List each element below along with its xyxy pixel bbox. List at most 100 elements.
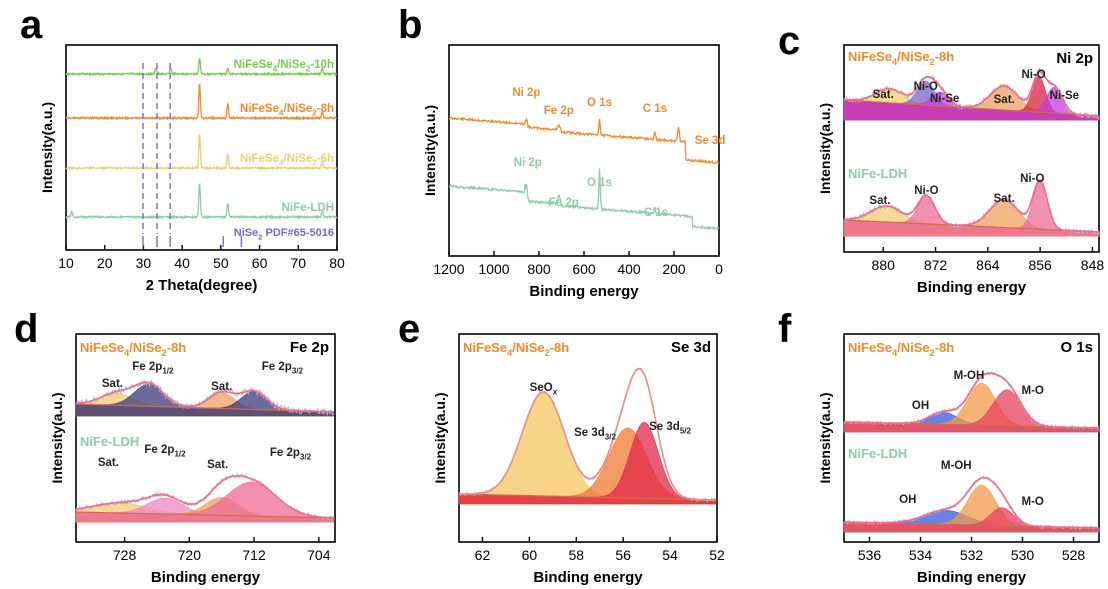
- x-tick-label: 1000: [478, 261, 509, 277]
- background-line: [76, 511, 335, 519]
- series-label: NiFeSe4/NiSe2-6h: [240, 153, 334, 167]
- component-label: SeOx: [530, 382, 558, 396]
- x-tick-label: 880: [872, 257, 896, 273]
- component-label: Ni-Se: [930, 93, 959, 105]
- component-label: M-OH: [954, 370, 985, 382]
- y-axis-label: Intensity(a.u.): [49, 392, 65, 483]
- xrd-pattern-line: [65, 57, 337, 77]
- panel-letter: e: [398, 307, 420, 351]
- component-label: M-O: [1022, 496, 1044, 508]
- sample-label: NiFe-LDH: [80, 434, 139, 449]
- panel-c: 880 872 864 856 848 Binding energy Intensity(a…: [778, 19, 1104, 296]
- component-label: Sat.: [207, 459, 228, 471]
- x-axis-label: Binding energy: [151, 569, 261, 586]
- component-label: Fe 2p3/2: [270, 447, 312, 461]
- x-tick-label: 1200: [433, 261, 464, 277]
- component-label: Sat.: [102, 378, 123, 390]
- component-label: Se 3d5/2: [649, 421, 691, 435]
- x-tick-label: 200: [662, 261, 686, 277]
- sample-label: NiFeSe4/NiSe2-8h: [848, 49, 954, 67]
- component-label: Fe 2p1/2: [144, 444, 186, 458]
- axes-frame: [65, 44, 338, 251]
- x-tick-label: 58: [568, 547, 584, 563]
- component-label: M-OH: [941, 460, 972, 472]
- fit-envelope: [844, 372, 1099, 429]
- panel-letter: c: [778, 19, 800, 63]
- x-tick-label: 528: [1062, 547, 1086, 563]
- background-line: [843, 99, 1100, 117]
- x-tick-label: 60: [522, 547, 538, 563]
- reference-label: NiSe2 PDF#65-5016: [234, 227, 334, 241]
- x-axis-label: Binding energy: [529, 283, 639, 300]
- sample-label: NiFeSe4/NiSe2-8h: [80, 340, 186, 358]
- x-tick-label: 600: [572, 261, 596, 277]
- axes-frame: [843, 44, 1100, 253]
- component-label: Ni-O: [1021, 69, 1045, 81]
- region-title: Ni 2p: [1056, 50, 1093, 67]
- x-tick-label: 712: [242, 547, 266, 563]
- peak-label: Se 3d: [695, 135, 726, 147]
- component-label: Fe 2p3/2: [262, 361, 304, 375]
- panel-letter: d: [14, 307, 38, 351]
- panel-a: 10 20 30 40 50 60 70 80 2 Theta(degree) Intensity…: [20, 3, 345, 294]
- x-tick-label: 530: [1011, 547, 1035, 563]
- survey-spectrum: [448, 116, 720, 165]
- x-tick-label: 872: [924, 257, 948, 273]
- x-tick-label: 532: [960, 547, 984, 563]
- sample-label: NiFe-LDH: [848, 446, 907, 461]
- component-label: Sat.: [994, 94, 1015, 106]
- axes-frame: [448, 44, 720, 257]
- x-tick-label: 800: [527, 261, 551, 277]
- x-tick-label: 60: [252, 255, 268, 271]
- panel-d: 728 720 712 704 Binding energy Intensity(a.u.…: [14, 307, 336, 586]
- region-title: O 1s: [1060, 339, 1093, 356]
- peak-label: Ni 2p: [514, 157, 542, 169]
- peak-label: Fe 2p: [549, 197, 579, 209]
- panel-f: 536 534 532 530 528 Binding energy Intensity(a…: [778, 307, 1100, 586]
- component-label: Ni-O: [914, 81, 938, 93]
- x-tick-label: 30: [136, 255, 152, 271]
- x-tick-label: 54: [662, 547, 678, 563]
- x-tick-label: 536: [858, 547, 882, 563]
- sample-label: NiFeSe4/NiSe2-8h: [463, 340, 569, 358]
- x-tick-label: 704: [307, 547, 331, 563]
- fit-envelope: [75, 381, 335, 413]
- x-tick-label: 848: [1081, 257, 1105, 273]
- x-tick-label: 70: [290, 255, 306, 271]
- x-tick-label: 720: [178, 547, 202, 563]
- x-tick-label: 400: [617, 261, 641, 277]
- component-label: Se 3d3/2: [574, 427, 616, 441]
- component-label: Sat.: [211, 381, 232, 393]
- component-label: Sat.: [869, 195, 890, 207]
- panel-b: 1200 1000 800 600 400 200 0 Binding energy Inten…: [398, 3, 725, 300]
- x-tick-label: 62: [475, 547, 491, 563]
- xrd-pattern-line: [65, 182, 338, 220]
- x-tick-label: 534: [909, 547, 933, 563]
- sample-label: NiFeSe4/NiSe2-8h: [848, 340, 954, 358]
- xrd-pattern-line: [65, 133, 338, 171]
- peak-label: Ni 2p: [512, 87, 540, 99]
- x-axis-label: Binding energy: [917, 279, 1027, 296]
- component-label: Sat.: [873, 89, 894, 101]
- x-tick-label: 56: [615, 547, 631, 563]
- axes-frame: [75, 333, 336, 543]
- x-tick-label: 40: [174, 255, 190, 271]
- background-line: [844, 219, 1099, 233]
- sample-label: NiFe-LDH: [848, 166, 907, 181]
- component-label: Ni-O: [1020, 173, 1044, 185]
- region-title: Fe 2p: [290, 339, 329, 356]
- fit-envelope: [844, 179, 1099, 233]
- peak-label: C 1s: [644, 207, 668, 219]
- axes-frame: [458, 333, 718, 543]
- panel-letter: b: [398, 3, 422, 47]
- y-axis-label: Intensity(a.u.): [422, 105, 438, 196]
- peak-label: O 1s: [587, 97, 612, 109]
- x-tick-label: 52: [709, 547, 725, 563]
- x-tick-label: 864: [976, 257, 1000, 273]
- fit-envelope: [75, 475, 335, 519]
- component-label: OH: [912, 400, 929, 412]
- x-tick-label: 10: [58, 255, 74, 271]
- series-label: NiFeSe4/NiSe2-10h: [234, 59, 334, 73]
- fit-envelope: [844, 476, 1099, 529]
